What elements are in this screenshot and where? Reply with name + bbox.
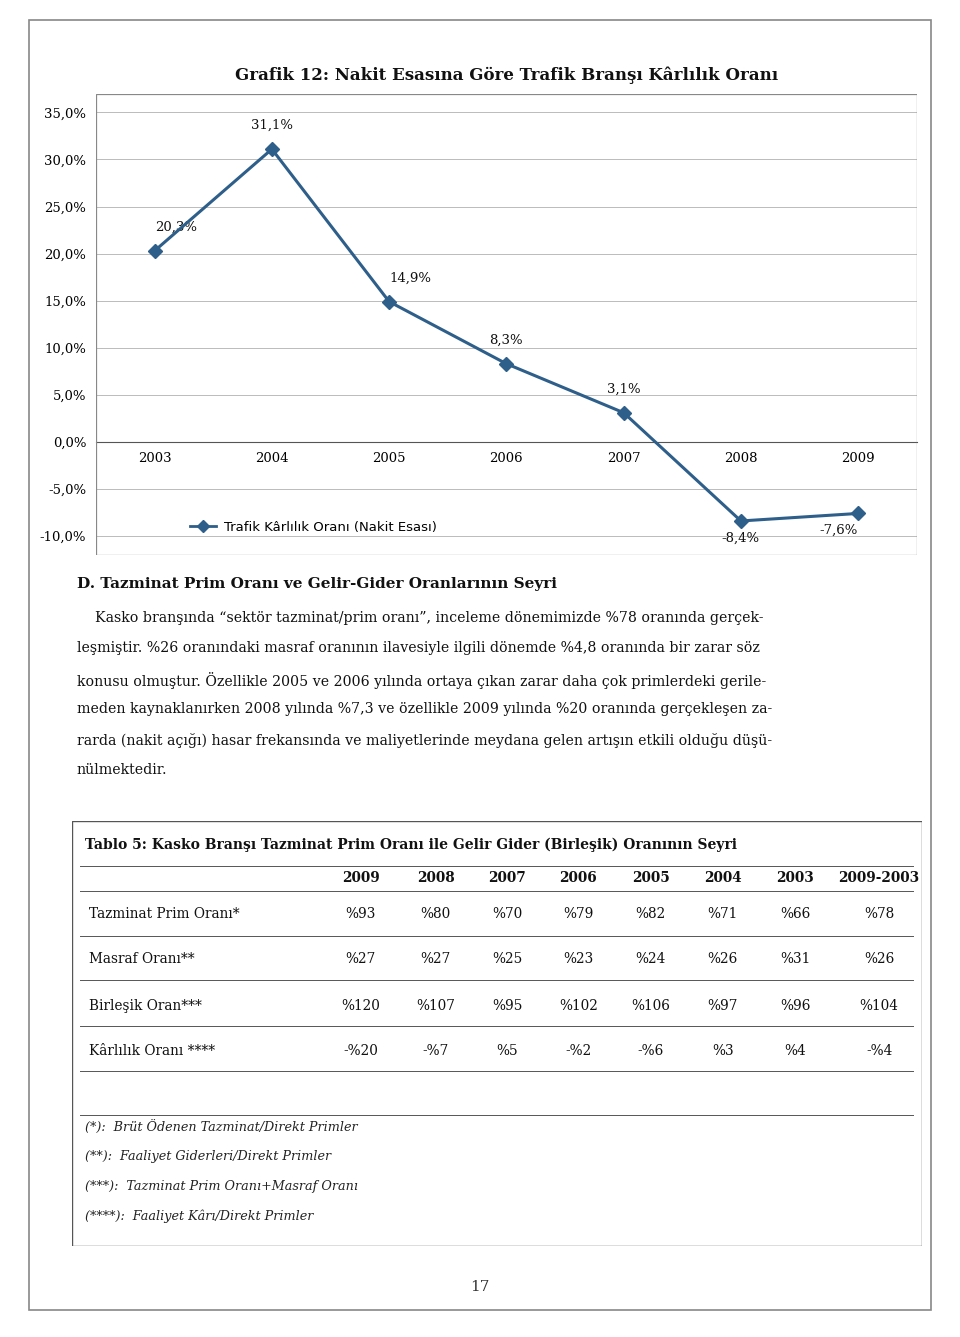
Text: leşmiştir. %26 oranındaki masraf oranının ilavesiyle ilgili dönemde %4,8 oranınd: leşmiştir. %26 oranındaki masraf oranını… <box>77 642 759 655</box>
Text: %82: %82 <box>636 906 665 921</box>
Text: 2008: 2008 <box>417 872 454 885</box>
Text: %120: %120 <box>342 999 380 1013</box>
Text: %3: %3 <box>712 1043 733 1058</box>
Text: meden kaynaklanırken 2008 yılında %7,3 ve özellikle 2009 yılında %20 oranında ge: meden kaynaklanırken 2008 yılında %7,3 v… <box>77 702 772 717</box>
Text: %106: %106 <box>631 999 670 1013</box>
Text: -8,4%: -8,4% <box>722 532 760 544</box>
Text: %78: %78 <box>864 906 895 921</box>
Legend: Trafik Kârlılık Oranı (Nakit Esası): Trafik Kârlılık Oranı (Nakit Esası) <box>184 516 443 539</box>
Text: %79: %79 <box>564 906 593 921</box>
Text: Kasko branşında “sektör tazminat/prim oranı”, inceleme dönemimizde %78 oranında : Kasko branşında “sektör tazminat/prim or… <box>77 611 763 624</box>
Text: %66: %66 <box>780 906 810 921</box>
Text: %25: %25 <box>492 952 522 967</box>
Text: 14,9%: 14,9% <box>389 271 431 285</box>
Text: 31,1%: 31,1% <box>251 119 293 132</box>
Text: -%4: -%4 <box>866 1043 892 1058</box>
Text: 2009: 2009 <box>342 872 380 885</box>
Text: %24: %24 <box>636 952 666 967</box>
Text: 2003: 2003 <box>776 872 814 885</box>
Text: Tablo 5: Kasko Branşı Tazminat Prim Oranı ile Gelir Gider (Birleşik) Oranının Se: Tablo 5: Kasko Branşı Tazminat Prim Oran… <box>84 838 736 852</box>
Text: 17: 17 <box>470 1280 490 1294</box>
Text: %104: %104 <box>859 999 899 1013</box>
Text: %31: %31 <box>780 952 810 967</box>
Text: %70: %70 <box>492 906 522 921</box>
Text: 20,3%: 20,3% <box>155 221 197 234</box>
Text: %23: %23 <box>564 952 593 967</box>
Text: Kârlılık Oranı ****: Kârlılık Oranı **** <box>89 1043 215 1058</box>
Text: (****):  Faaliyet Kârı/Direkt Primler: (****): Faaliyet Kârı/Direkt Primler <box>84 1210 313 1223</box>
Text: Masraf Oranı**: Masraf Oranı** <box>89 952 195 967</box>
Text: 3,1%: 3,1% <box>607 382 640 396</box>
Text: %26: %26 <box>708 952 738 967</box>
Text: -%6: -%6 <box>637 1043 663 1058</box>
Text: (*):  Brüt Ödenen Tazminat/Direkt Primler: (*): Brüt Ödenen Tazminat/Direkt Primler <box>84 1120 357 1135</box>
Text: D. Tazminat Prim Oranı ve Gelir-Gider Oranlarının Seyri: D. Tazminat Prim Oranı ve Gelir-Gider Or… <box>77 578 557 591</box>
Text: %27: %27 <box>346 952 376 967</box>
Text: %27: %27 <box>420 952 451 967</box>
Bar <box>96 94 917 555</box>
Text: %97: %97 <box>708 999 738 1013</box>
Text: %102: %102 <box>559 999 598 1013</box>
Text: %5: %5 <box>496 1043 517 1058</box>
Text: %95: %95 <box>492 999 522 1013</box>
Text: %4: %4 <box>784 1043 805 1058</box>
Text: %93: %93 <box>346 906 376 921</box>
Text: Tazminat Prim Oranı*: Tazminat Prim Oranı* <box>89 906 240 921</box>
Text: -%2: -%2 <box>565 1043 591 1058</box>
Text: (**):  Faaliyet Giderleri/Direkt Primler: (**): Faaliyet Giderleri/Direkt Primler <box>84 1150 331 1163</box>
Text: %96: %96 <box>780 999 810 1013</box>
Text: 2009-2003: 2009-2003 <box>838 872 920 885</box>
Text: %80: %80 <box>420 906 451 921</box>
Text: -%7: -%7 <box>422 1043 448 1058</box>
Text: 8,3%: 8,3% <box>490 334 523 346</box>
Text: -7,6%: -7,6% <box>820 524 858 537</box>
Text: 2006: 2006 <box>560 872 597 885</box>
Text: %71: %71 <box>708 906 738 921</box>
Text: 2007: 2007 <box>488 872 526 885</box>
Text: Birleşik Oran***: Birleşik Oran*** <box>89 999 202 1013</box>
Text: REASÜRÖR: REASÜRÖR <box>403 27 557 51</box>
Text: rarda (nakit açığı) hasar frekansında ve maliyetlerinde meydana gelen artışın et: rarda (nakit açığı) hasar frekansında ve… <box>77 733 772 747</box>
Text: %107: %107 <box>417 999 455 1013</box>
Text: konusu olmuştur. Özellikle 2005 ve 2006 yılında ortaya çıkan zarar daha çok prim: konusu olmuştur. Özellikle 2005 ve 2006 … <box>77 673 766 689</box>
Title: Grafik 12: Nakit Esasına Göre Trafik Branşı Kârlılık Oranı: Grafik 12: Nakit Esasına Göre Trafik Bra… <box>235 67 778 84</box>
Text: nülmektedir.: nülmektedir. <box>77 763 167 777</box>
Text: -%20: -%20 <box>344 1043 378 1058</box>
Text: %26: %26 <box>864 952 895 967</box>
Text: 2004: 2004 <box>704 872 742 885</box>
Text: 2005: 2005 <box>632 872 669 885</box>
Text: (***):  Tazminat Prim Oranı+Masraf Oranı: (***): Tazminat Prim Oranı+Masraf Oranı <box>84 1181 358 1193</box>
